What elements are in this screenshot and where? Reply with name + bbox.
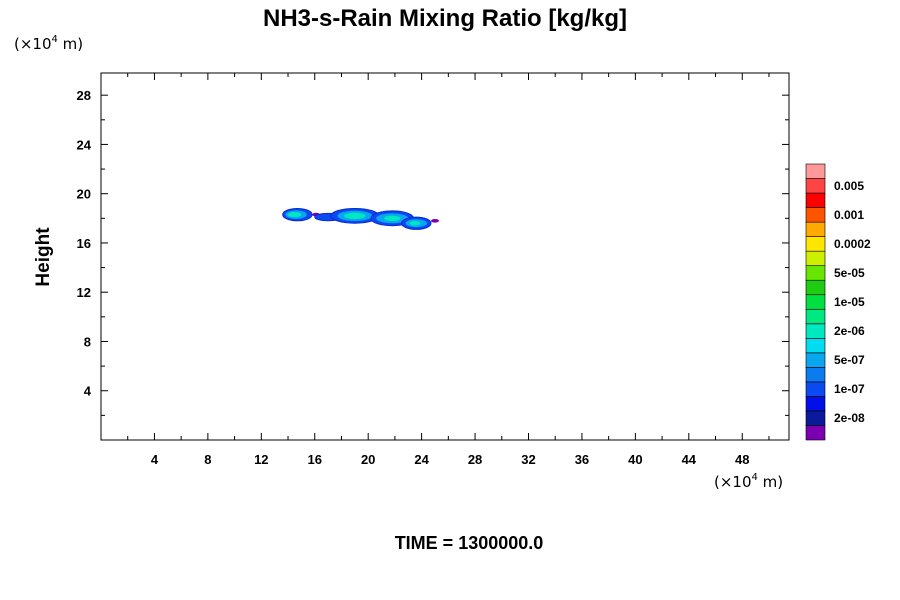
colorbar-swatch xyxy=(805,410,826,426)
colorbar-label: 2e-06 xyxy=(834,324,865,338)
colorbar-swatch xyxy=(805,367,826,383)
x-tick-label: 24 xyxy=(414,452,429,467)
colorbar-label: 1e-07 xyxy=(834,382,865,396)
contour-feature-14 xyxy=(430,218,439,223)
x-tick-label: 48 xyxy=(735,452,749,467)
colorbar-swatch xyxy=(805,192,826,208)
colorbar-label: 0.0002 xyxy=(834,237,871,251)
colorbar-swatch xyxy=(805,178,826,194)
colorbar-swatch xyxy=(805,250,826,266)
colorbar-swatch xyxy=(805,207,826,223)
x-tick-label: 16 xyxy=(308,452,322,467)
colorbar-label: 1e-05 xyxy=(834,295,865,309)
x-tick-label: 44 xyxy=(682,452,697,467)
colorbar: 2e-08 1e-07 5e-07 2e-06 1e-05 5e-05 0.0002 0.00… xyxy=(805,163,871,441)
colorbar-swatch xyxy=(805,279,826,296)
x-tick-label: 36 xyxy=(575,452,589,467)
time-label: TIME = 1300000.0 xyxy=(395,533,544,553)
chart-title: NH3-s-Rain Mixing Ratio [kg/kg] xyxy=(263,5,627,32)
y-tick-label: 8 xyxy=(84,334,91,349)
colorbar-label: 0.005 xyxy=(834,179,864,193)
colorbar-swatch xyxy=(805,425,826,441)
y-tick-label: 12 xyxy=(77,285,91,300)
colorbar-swatch xyxy=(805,323,826,339)
colorbar-swatch xyxy=(805,308,826,325)
colorbar-label: 0.001 xyxy=(834,208,864,222)
colorbar-swatch xyxy=(805,294,826,310)
x-tick-label: 32 xyxy=(521,452,535,467)
y-tick-label: 16 xyxy=(77,236,91,251)
y-tick-label: 4 xyxy=(84,384,92,399)
contour-feature-7 xyxy=(344,212,366,220)
colorbar-label: 5e-07 xyxy=(834,353,865,367)
colorbar-label: 2e-08 xyxy=(834,411,865,425)
colorbar-swatch xyxy=(805,381,826,397)
y-tick-label: 24 xyxy=(77,137,92,152)
contour-feature-2 xyxy=(288,212,302,218)
colorbar-swatch xyxy=(805,163,826,179)
y-axis-unit-label: (×104 m) xyxy=(14,34,83,53)
y-axis-title: Height xyxy=(33,227,54,287)
x-tick-label: 40 xyxy=(628,452,642,467)
x-tick-label: 8 xyxy=(204,452,211,467)
colorbar-swatch xyxy=(805,265,826,281)
plot-frame xyxy=(100,72,790,441)
colorbar-swatch xyxy=(805,338,826,354)
colorbar-swatch xyxy=(805,352,826,368)
x-tick-label: 4 xyxy=(151,452,159,467)
x-axis-unit-label: (×104 m) xyxy=(714,472,783,491)
y-tick-label: 28 xyxy=(77,88,91,103)
x-tick-label: 12 xyxy=(254,452,268,467)
y-tick-label: 20 xyxy=(77,187,91,202)
plot-features xyxy=(282,207,439,230)
x-tick-label: 28 xyxy=(468,452,482,467)
colorbar-label: 5e-05 xyxy=(834,266,865,280)
contour-feature-13 xyxy=(409,221,421,226)
contour-feature-10 xyxy=(384,215,401,222)
x-tick-label: 20 xyxy=(361,452,375,467)
colorbar-swatch xyxy=(805,236,826,252)
colorbar-swatch xyxy=(805,221,826,237)
colorbar-swatch xyxy=(805,396,826,412)
